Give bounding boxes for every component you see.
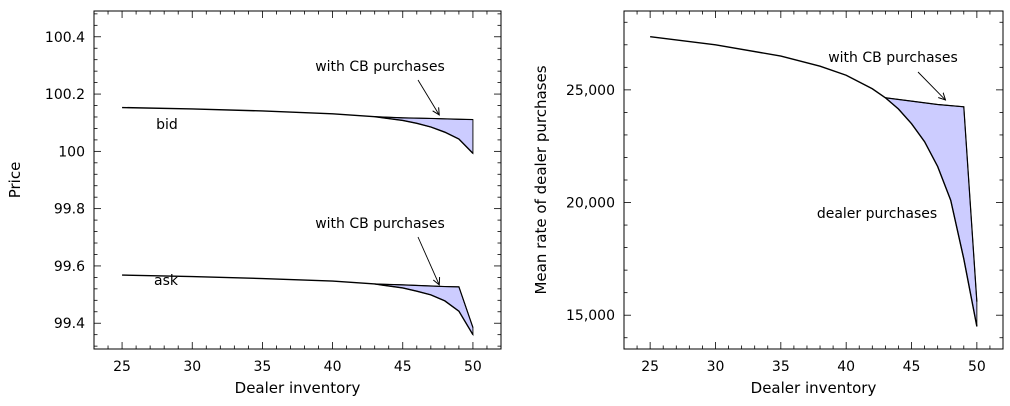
y-tick-label: 25,000 (566, 83, 615, 99)
x-tick-label: 25 (113, 359, 131, 375)
curve-with-cb-purchases (374, 283, 474, 328)
annotation-label: with CB purchases (828, 50, 958, 66)
x-tick-label: 30 (183, 359, 201, 375)
x-tick-label: 35 (772, 359, 790, 375)
x-tick-label: 40 (324, 359, 342, 375)
x-tick-label: 40 (837, 359, 855, 375)
x-tick-label: 25 (641, 359, 659, 375)
y-tick-label: 20,000 (566, 196, 615, 212)
y-tick-label: 99.6 (54, 259, 85, 275)
annotation-arrow (417, 79, 439, 115)
y-tick-label: 99.4 (54, 316, 85, 332)
series-label: ask (154, 273, 179, 289)
y-tick-label: 15,000 (566, 308, 615, 324)
annotation-arrow (417, 236, 439, 285)
y-tick-label: 100.2 (45, 87, 85, 103)
x-tick-label: 45 (903, 359, 921, 375)
x-tick-label: 30 (707, 359, 725, 375)
plot-frame (93, 10, 502, 350)
x-axis-label: Dealer inventory (235, 379, 361, 397)
y-axis-label: Mean rate of dealer purchases (532, 65, 550, 294)
curve-with-cb-purchases (885, 97, 978, 302)
gap-fill-area (374, 116, 474, 155)
annotation-label: with CB purchases (315, 59, 445, 75)
x-axis-label: Dealer inventory (751, 379, 877, 397)
series-label: dealer purchases (817, 206, 937, 222)
curve-dealer-purchases (650, 35, 978, 327)
series-label: bid (156, 117, 178, 133)
curve-ask (122, 274, 474, 336)
curve-bid (122, 106, 474, 154)
chart-panel-1: 25 30 35 40 45 50 99.4 99.6 99.8 100 100.2 100.4 Dea… (6, 10, 502, 397)
curve-with-cb-purchases (374, 116, 473, 121)
y-tick-label: 99.8 (54, 202, 85, 218)
x-tick-label: 35 (253, 359, 271, 375)
chart-panel-2: 25 30 35 40 45 50 15,000 20,000 25,000 Dealer inv… (532, 10, 1004, 397)
annotation-arrow (917, 71, 945, 100)
x-tick-label: 50 (464, 359, 482, 375)
annotation-label: with CB purchases (315, 216, 445, 232)
y-tick-label: 100.4 (45, 30, 85, 46)
gap-fill-area (374, 283, 474, 337)
x-tick-label: 50 (968, 359, 986, 375)
x-tick-label: 45 (394, 359, 412, 375)
y-tick-label: 100 (58, 144, 85, 160)
y-axis-label: Price (6, 162, 24, 199)
